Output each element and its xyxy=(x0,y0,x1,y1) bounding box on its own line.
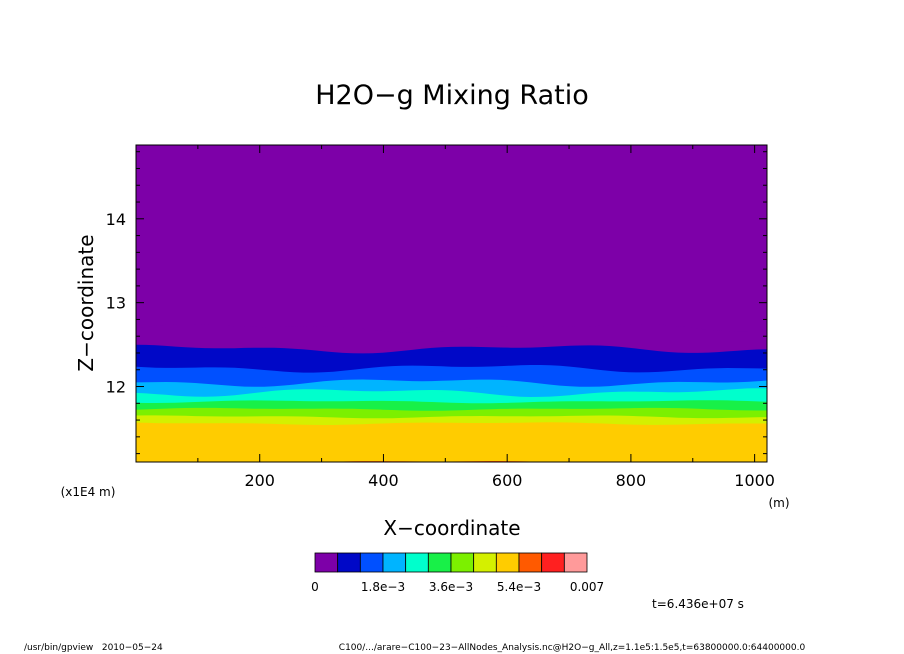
colorbar-swatch xyxy=(450,552,475,573)
y-axis-unit: (x1E4 m) xyxy=(61,485,116,499)
colorbar-swatch xyxy=(359,552,384,573)
x-axis-unit: (m) xyxy=(768,496,789,510)
plot-frame xyxy=(135,144,768,463)
colorbar-swatch xyxy=(382,552,407,573)
x-tick-label: 400 xyxy=(368,471,399,490)
colorbar-label: 3.6e−3 xyxy=(429,580,473,594)
x-tick-label: 800 xyxy=(616,471,647,490)
colorbar-label: 0 xyxy=(311,580,319,594)
x-axis-label: X−coordinate xyxy=(383,516,520,540)
chart-title: H2O−g Mixing Ratio xyxy=(315,80,589,111)
y-tick-label: 12 xyxy=(106,378,126,397)
colorbar-label: 0.007 xyxy=(570,580,604,594)
colorbar-swatch xyxy=(495,552,520,573)
time-label: t=6.436e+07 s xyxy=(652,597,744,611)
colorbar-label: 1.8e−3 xyxy=(361,580,405,594)
colorbar: 0 1.8e−3 3.6e−3 5.4e−3 0.007 xyxy=(311,552,604,594)
colorbar-swatch xyxy=(405,552,429,573)
colorbar-swatch xyxy=(563,552,588,573)
colorbar-swatch xyxy=(541,552,565,573)
x-tick-label: 200 xyxy=(244,471,275,490)
colorbar-swatch xyxy=(337,552,361,573)
colorbar-swatch xyxy=(314,552,339,573)
colorbar-swatch xyxy=(473,552,497,573)
contour-band xyxy=(136,422,767,462)
footer-left: /usr/bin/gpview 2010−05−24 xyxy=(24,643,163,653)
colorbar-label: 5.4e−3 xyxy=(497,580,541,594)
footer-right: C100/.../arare−C100−23−AllNodes_Analysis… xyxy=(339,643,806,653)
y-tick-label: 13 xyxy=(106,294,126,313)
colorbar-swatch xyxy=(518,552,543,573)
x-tick-label: 1000 xyxy=(734,471,775,490)
x-tick-label: 600 xyxy=(492,471,523,490)
axis-ticks: 200 400 600 800 1000 12 13 14 xyxy=(106,145,775,490)
colorbar-swatch xyxy=(427,552,452,573)
mixing-ratio-field xyxy=(136,145,767,462)
y-tick-label: 14 xyxy=(106,210,126,229)
y-axis-label: Z−coordinate xyxy=(74,234,98,371)
